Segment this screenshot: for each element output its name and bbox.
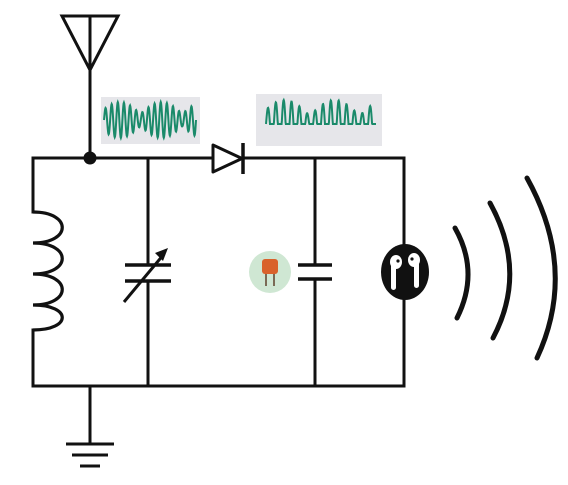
diode-icon bbox=[211, 143, 245, 174]
inductor-coil-icon bbox=[32, 210, 64, 332]
sound-waves-icon bbox=[452, 175, 558, 361]
ground-icon bbox=[66, 384, 114, 468]
rectified-signal-waveform-icon bbox=[256, 94, 382, 146]
antenna-icon bbox=[59, 14, 121, 74]
capacitor-badge-icon bbox=[249, 251, 291, 293]
earphone-icon bbox=[381, 244, 429, 300]
capacitor-icon bbox=[298, 263, 332, 281]
variable-capacitor-icon bbox=[122, 248, 171, 303]
rf-signal-waveform-icon bbox=[101, 97, 200, 144]
